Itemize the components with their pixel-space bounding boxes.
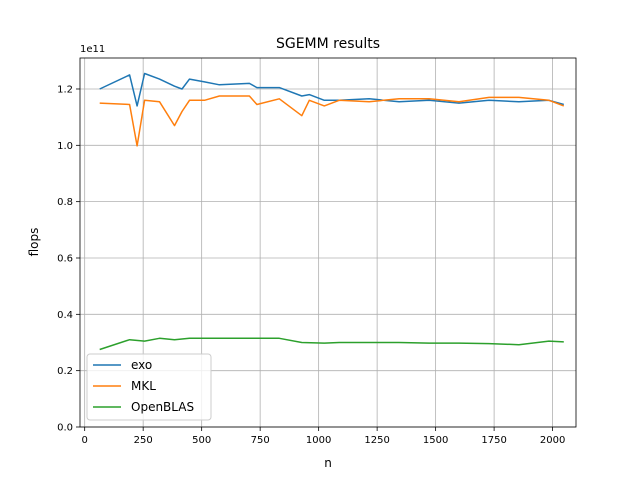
- legend-label-openblas: OpenBLAS: [131, 400, 194, 414]
- legend-box: [86, 353, 212, 421]
- y-tick-label: 0.4: [57, 310, 73, 321]
- x-tick-label: 1750: [481, 435, 506, 446]
- x-tick-label: 250: [134, 435, 153, 446]
- legend-label-exo: exo: [131, 358, 152, 372]
- y-tick-label: 1.2: [57, 84, 73, 95]
- x-tick-label: 500: [192, 435, 211, 446]
- legend: exo MKL OpenBLAS: [86, 353, 212, 421]
- y-tick-label: 0.8: [57, 197, 73, 208]
- series-line-openblas: [99, 337, 564, 351]
- x-tick-label: 0: [81, 435, 87, 446]
- x-tick-label: 2000: [540, 435, 565, 446]
- y-offset-label: 1e11: [80, 44, 105, 55]
- y-tick-label: 1.0: [57, 141, 73, 152]
- series-lines: [99, 72, 565, 351]
- series-line-exo: [99, 72, 565, 107]
- chart-title: SGEMM results: [276, 36, 380, 52]
- plot-frame: [79, 57, 577, 428]
- legend-label-mkl: MKL: [131, 379, 156, 393]
- y-axis-label: flops: [27, 228, 41, 257]
- y-axis-ticks: 0.0 0.2 0.4 0.6 0.8 1.0 1.2: [57, 84, 80, 434]
- x-axis-label: n: [324, 456, 332, 470]
- x-axis-ticks: 0 250 500 750 1000 1250 1500 1750 2000: [81, 427, 565, 446]
- y-tick-label: 0.0: [57, 423, 73, 434]
- x-tick-label: 1000: [306, 435, 331, 446]
- y-tick-label: 0.6: [57, 253, 73, 264]
- y-tick-label: 0.2: [57, 366, 73, 377]
- series-line-mkl: [99, 95, 565, 147]
- x-tick-label: 1500: [423, 435, 448, 446]
- x-tick-label: 1250: [364, 435, 389, 446]
- x-tick-label: 750: [251, 435, 270, 446]
